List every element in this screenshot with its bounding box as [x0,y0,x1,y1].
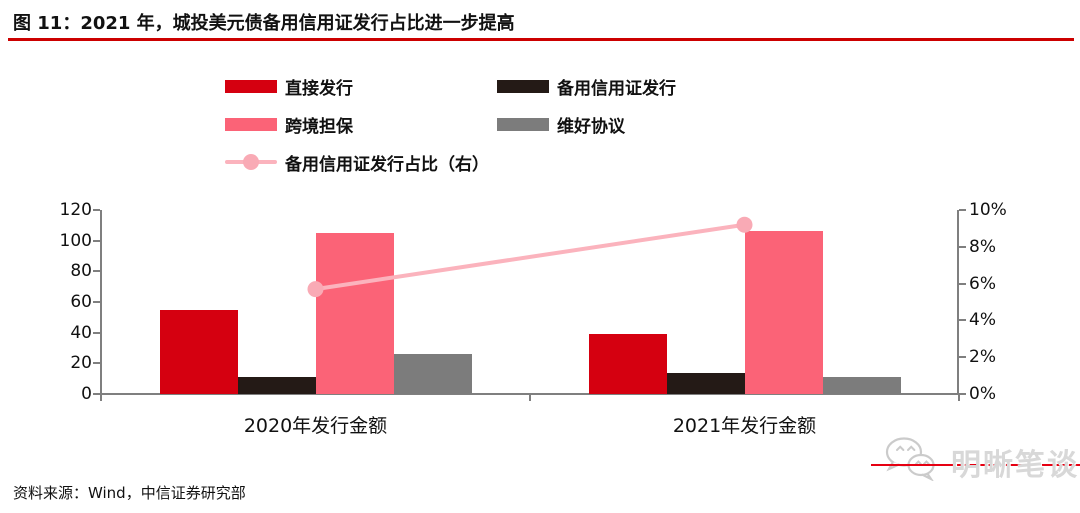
y-left-tick-label: 80 [70,261,92,282]
y-right-tick-mark [959,393,966,395]
legend-label-keepwell-agreement: 维好协议 [557,116,625,137]
y-right-tick-mark [959,209,966,211]
x-axis-line [100,393,959,395]
bar-keepwell-agreement-2021 [822,377,901,394]
bar-sblc-issuance-2021 [666,372,745,394]
y-right-tick-mark [959,319,966,322]
x-axis-tick-mark [100,395,102,401]
y-left-tick-mark [93,239,100,242]
legend-label-direct-issuance: 直接发行 [285,78,353,99]
legend-swatch-cross-border-guarantee [225,117,277,131]
figure-title: 图 11：2021 年，城投美元债备用信用证发行占比进一步提高 [13,13,515,34]
y-right-tick-label: 6% [969,273,996,294]
bar-cross-border-guarantee-2020 [315,233,394,394]
y-right-tick-mark [959,245,966,248]
legend-item-cross-border-guarantee: 跨境担保 [225,112,497,137]
legend-row: 跨境担保 维好协议 [225,105,676,143]
watermark-strike-line [871,464,1080,466]
y-right-tick-label: 4% [969,310,996,331]
ratio-line-marker [736,216,753,233]
legend-swatch-sblc-issuance [497,79,549,93]
y-right-tick-label: 8% [969,236,996,257]
x-axis-tick-mark [529,395,531,401]
legend-item-keepwell-agreement: 维好协议 [497,112,625,137]
legend-item-sblc-issuance: 备用信用证发行 [497,74,676,99]
legend-item-sblc-ratio-line: 备用信用证发行占比（右） [225,150,497,175]
y-right-tick-mark [959,356,966,359]
y-left-tick-label: 60 [70,292,92,312]
x-axis-tick-mark [958,395,960,401]
y-right-tick-label: 10% [969,200,1007,220]
legend-label-sblc-ratio: 备用信用证发行占比（右） [285,154,489,175]
y-left-tick-mark [93,301,100,303]
bar-keepwell-agreement-2020 [393,354,472,394]
bar-cross-border-guarantee-2021 [744,231,823,394]
x-axis-label-2020: 2020年发行金额 [243,415,388,437]
legend-label-sblc-issuance: 备用信用证发行 [557,78,676,99]
sblc-ratio-line-layer [307,216,753,298]
y-left-tick-label: 120 [59,200,92,220]
legend-row: 备用信用证发行占比（右） [225,143,676,181]
x-axis-label-2021: 2021年发行金额 [672,415,817,437]
legend-dot-icon [243,154,259,170]
bar-direct-issuance-2021 [588,334,667,394]
legend-item-direct-issuance: 直接发行 [225,74,497,99]
y-left-tick-label: 0 [81,384,92,404]
y-left-tick-mark [93,270,100,273]
wechat-icon [885,437,935,481]
bar-direct-issuance-2020 [159,309,238,394]
legend-swatch-direct-issuance [225,79,277,93]
y-left-tick-mark [93,393,100,395]
y-left-tick-label: 20 [70,353,92,374]
y-left-tick-label: 40 [70,322,92,343]
y-left-axis-line [100,210,102,395]
y-right-tick-label: 2% [969,347,996,368]
ratio-line [315,222,745,292]
y-right-axis-line [957,210,959,395]
y-right-tick-mark [959,282,966,285]
y-left-tick-mark [93,362,100,365]
y-left-tick-mark [93,209,100,211]
legend: 直接发行 备用信用证发行 跨境担保 维好协议 备用 [225,67,676,181]
legend-swatch-keepwell-agreement [497,117,549,131]
plot-area [101,210,959,394]
title-rule [8,38,1074,41]
bar-sblc-issuance-2020 [237,377,316,394]
y-left-tick-label: 100 [59,230,92,251]
legend-line-marker-swatch [225,154,277,170]
y-right-tick-label: 0% [969,384,996,404]
ratio-line-marker [307,281,324,298]
y-left-tick-mark [93,331,100,334]
source-note: 资料来源：Wind，中信证券研究部 [13,484,246,502]
watermark-text: 明晰笔谈 [951,448,1079,483]
legend-label-cross-border-guarantee: 跨境担保 [285,116,353,137]
legend-row: 直接发行 备用信用证发行 [225,67,676,105]
